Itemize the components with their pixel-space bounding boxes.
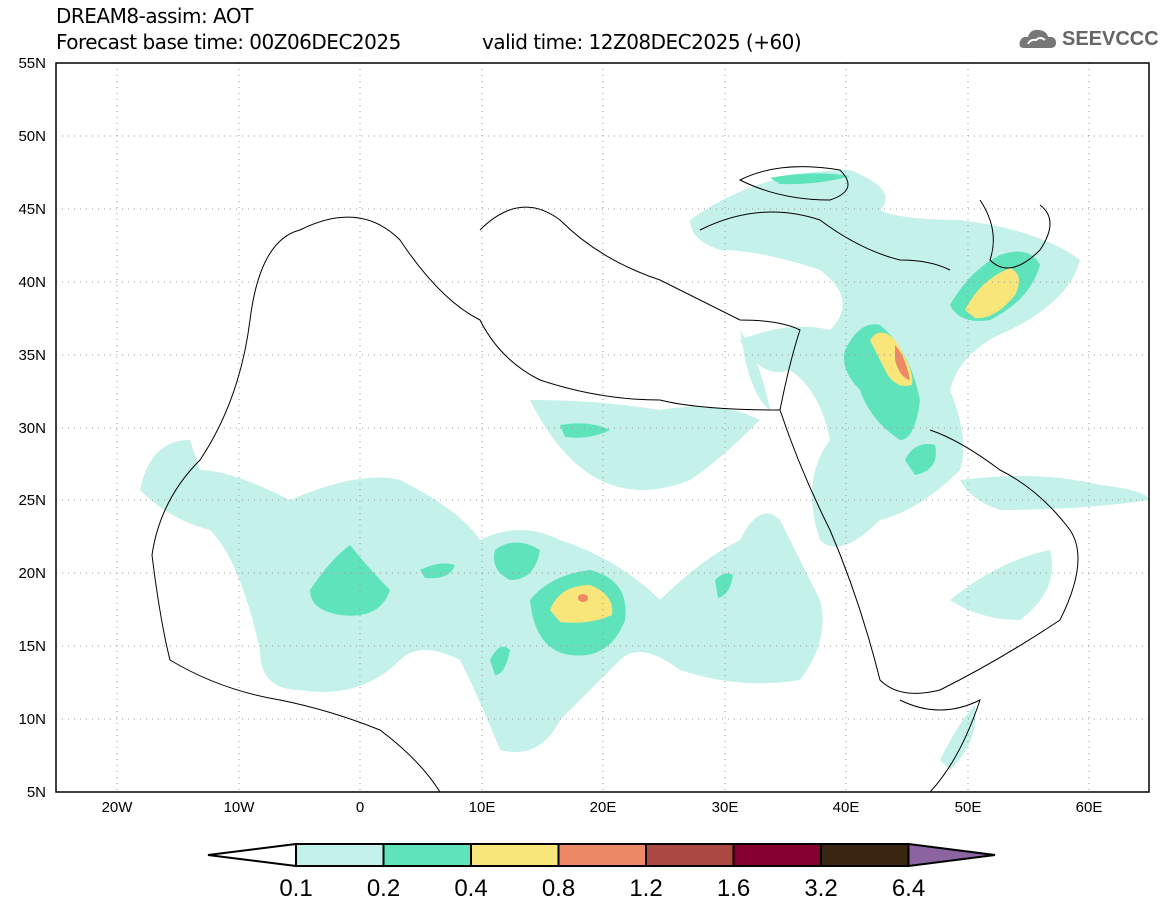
- colorbar-under-arrow: [207, 842, 297, 868]
- lon-label: 10E: [469, 799, 496, 816]
- lat-label: 35N: [18, 347, 46, 364]
- latitude-labels: 55N 50N 45N 40N 35N 30N 25N 20N 15N 10N …: [18, 55, 46, 801]
- aot-field: [140, 170, 1149, 770]
- colorbar-label: 0.2: [367, 875, 400, 902]
- lat-label: 15N: [18, 638, 46, 655]
- map-frame: [55, 62, 1150, 793]
- grid-lines: [56, 63, 1149, 792]
- lon-label: 50E: [955, 799, 982, 816]
- lat-label: 5N: [27, 784, 46, 801]
- lon-label: 40E: [833, 799, 860, 816]
- lat-label: 30N: [18, 420, 46, 437]
- lat-label: 40N: [18, 274, 46, 291]
- colorbar-label: 3.2: [804, 875, 837, 902]
- valid-time: valid time: 12Z08DEC2025 (+60): [482, 30, 802, 54]
- colorbar-label: 0.8: [542, 875, 575, 902]
- logo-text: SEEVCCC: [1062, 27, 1159, 50]
- lon-label: 0: [356, 799, 364, 816]
- aot-level-0.8: [578, 345, 910, 602]
- lon-label: 20W: [102, 799, 134, 816]
- colorbar-over-arrow: [907, 842, 996, 868]
- coastlines: [151, 166, 1079, 793]
- lon-label: 60E: [1076, 799, 1103, 816]
- lat-label: 45N: [18, 201, 46, 218]
- lon-label: 30E: [712, 799, 739, 816]
- longitude-labels: 20W 10W 0 10E 20E 30E 40E 50E 60E: [102, 799, 1103, 816]
- colorbar-swatch: [732, 843, 822, 867]
- lat-label: 25N: [18, 492, 46, 509]
- colorbar-label: 1.6: [717, 875, 750, 902]
- colorbar-swatch: [382, 843, 472, 867]
- lat-label: 20N: [18, 565, 46, 582]
- lat-label: 10N: [18, 711, 46, 728]
- colorbar-swatch: [295, 843, 385, 867]
- colorbar-label: 0.4: [454, 875, 487, 902]
- lon-label: 20E: [590, 799, 617, 816]
- colorbar-swatch: [470, 843, 560, 867]
- colorbar-label: 1.2: [629, 875, 662, 902]
- colorbar-swatch: [820, 843, 910, 867]
- colorbar-label: 0.1: [279, 875, 312, 902]
- colorbar-swatch: [557, 843, 647, 867]
- colorbar-swatch: [645, 843, 735, 867]
- lon-label: 10W: [224, 799, 256, 816]
- lat-label: 55N: [18, 55, 46, 72]
- seevccc-logo: SEEVCCC: [1018, 26, 1159, 52]
- lat-label: 50N: [18, 128, 46, 145]
- colorbar-label: 6.4: [892, 875, 925, 902]
- forecast-base-time: Forecast base time: 00Z06DEC2025: [56, 30, 401, 54]
- colorbar: 0.1 0.2 0.4 0.8 1.2 1.6 3.2 6.4: [207, 842, 996, 902]
- figure-title: DREAM8-assim: AOT: [56, 4, 253, 28]
- cloud-icon: [1019, 29, 1056, 48]
